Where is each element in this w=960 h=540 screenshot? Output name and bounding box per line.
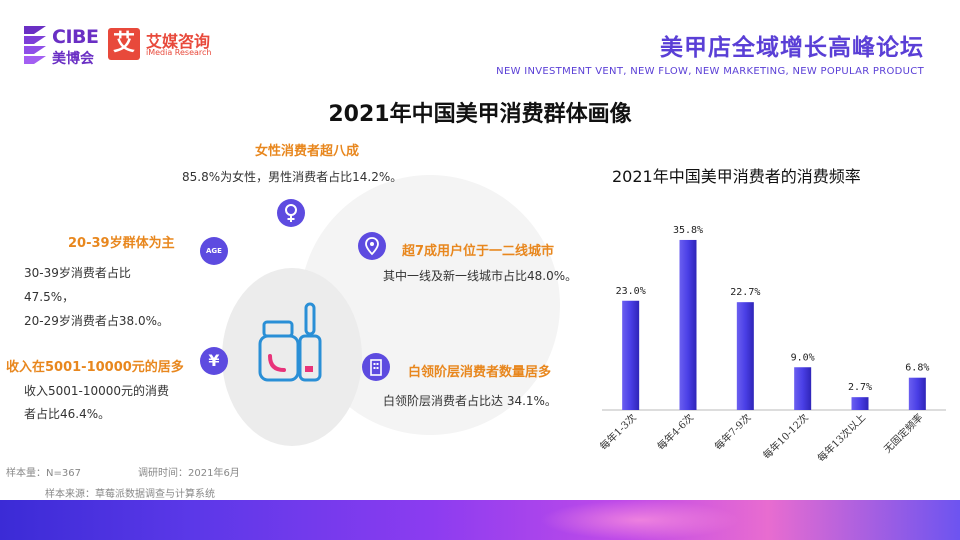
bar-4	[851, 397, 869, 410]
page-title: 2021年中国美甲消费群体画像	[328, 102, 632, 127]
city-title: 超7成用户位于一二线城市	[402, 244, 555, 259]
background-circle-small	[222, 268, 362, 446]
whitecollar-text: 白领阶层消费者占比达 34.1%。	[383, 394, 557, 408]
cibe-logo-sub: 美博会	[52, 51, 94, 67]
footer-glow	[540, 500, 740, 540]
x-tick-label: 无固定频率	[881, 411, 926, 456]
female-text: 85.8%为女性，男性消费者占比14.2%。	[182, 170, 403, 184]
forum-subtitle: NEW INVESTMENT VENT, NEW FLOW, NEW MARKE…	[496, 66, 924, 77]
bar-2	[736, 302, 754, 410]
bar-5	[908, 377, 926, 410]
survey-time: 调研时间：2021年6月	[138, 468, 240, 479]
bar-value-label: 6.8%	[905, 363, 929, 374]
bar-3	[794, 367, 812, 410]
x-tick-label: 每年13次以上	[815, 411, 869, 465]
cibe-logo: CIBE 美博会	[22, 24, 102, 68]
forum-title: 美甲店全域增长高峰论坛	[660, 35, 924, 61]
chart-title: 2021年中国美甲消费者的消费频率	[612, 167, 861, 186]
age-text-line1: 30-39岁消费者占比	[24, 266, 131, 280]
aimedia-logo-sub: iMedia Research	[146, 48, 212, 57]
age-icon: AGE	[200, 237, 228, 265]
yen-icon: ¥	[200, 347, 228, 375]
age-title: 20-39岁群体为主	[68, 236, 175, 251]
footer-gradient-band	[0, 500, 960, 540]
bar-value-label: 2.7%	[848, 382, 872, 393]
whitecollar-title: 白领阶层消费者数量居多	[408, 365, 552, 380]
female-symbol-icon	[277, 199, 305, 227]
aimedia-logo-mark: 艾	[108, 28, 140, 60]
bar-value-label: 9.0%	[791, 352, 815, 363]
bar-0	[622, 300, 640, 410]
x-tick-label: 每年1-3次	[597, 411, 639, 453]
bar-value-label: 23.0%	[616, 286, 646, 297]
aimedia-logo: 艾 艾媒咨询 iMedia Research	[108, 28, 228, 64]
office-building-icon	[362, 353, 390, 381]
frequency-bar-chart: 23.0% 每年1-3次 35.8% 每年4-6次 22.7% 每年7-9次 9.0% 每年1…	[597, 225, 946, 465]
female-title: 女性消费者超八成	[255, 144, 360, 159]
income-title: 收入在5001-10000元的居多	[6, 360, 184, 375]
x-tick-label: 每年10-12次	[760, 411, 811, 462]
bar-value-label: 35.8%	[673, 225, 703, 236]
nail-polish-icon	[258, 302, 322, 382]
cibe-logo-name: CIBE	[52, 26, 99, 48]
cibe-logo-mark-icon	[24, 26, 46, 64]
city-text: 其中一线及新一线城市占比48.0%。	[383, 269, 578, 283]
age-text-line2: 47.5%，	[24, 290, 75, 304]
bar-1	[679, 239, 697, 410]
location-pin-icon	[358, 232, 386, 260]
x-tick-label: 每年4-6次	[654, 411, 696, 453]
age-text-line3: 20-29岁消费者占38.0%。	[24, 314, 169, 328]
income-text-line1: 收入5001-10000元的消费	[24, 384, 170, 398]
aimedia-logo-name: 艾媒咨询	[146, 32, 211, 51]
x-tick-label: 每年7-9次	[712, 411, 754, 453]
bar-value-label: 22.7%	[730, 287, 760, 298]
sample-size: 样本量：N=367	[6, 468, 81, 479]
data-source: 样本来源：草莓派数据调查与计算系统	[45, 489, 215, 500]
income-text-line2: 者占比46.4%。	[24, 407, 111, 421]
